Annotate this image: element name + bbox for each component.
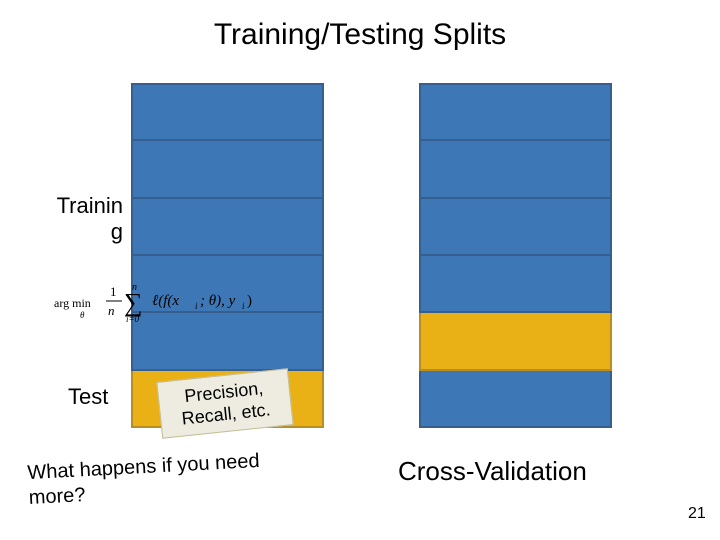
svg-text:1: 1 (110, 284, 117, 299)
svg-text:i: i (195, 301, 198, 311)
data-cell (419, 83, 612, 141)
training-label-line2: g (43, 219, 123, 245)
data-cell (419, 141, 612, 199)
training-label: Trainin g (43, 193, 123, 245)
data-cell (131, 199, 324, 256)
data-cell (419, 199, 612, 256)
svg-text:∑: ∑ (124, 288, 143, 317)
data-cell (131, 83, 324, 141)
svg-text:i: i (242, 301, 245, 311)
test-label: Test (68, 384, 108, 410)
svg-text:i=0: i=0 (126, 314, 140, 323)
data-cell (131, 141, 324, 199)
cross-validation-label: Cross-Validation (398, 456, 587, 487)
question-text: What happens if you need more? (27, 449, 262, 511)
argmin-formula: arg min θ 1 n n ∑ i=0 ℓ(f(x i ; θ), y i … (54, 277, 334, 323)
data-cell (419, 313, 612, 371)
svg-text:n: n (108, 303, 115, 318)
svg-text:ℓ(f(x: ℓ(f(x (152, 293, 179, 309)
svg-text:; θ), y: ; θ), y (200, 293, 236, 309)
slide-title: Training/Testing Splits (0, 18, 720, 52)
svg-text:): ) (247, 293, 252, 309)
training-label-line1: Trainin (43, 193, 123, 219)
right-column (419, 83, 612, 428)
metrics-callout: Precision, Recall, etc. (156, 368, 293, 439)
svg-text:arg min: arg min (54, 296, 91, 310)
data-cell (419, 256, 612, 313)
data-cell (419, 371, 612, 428)
svg-text:θ: θ (80, 310, 85, 320)
page-number: 21 (688, 505, 706, 523)
